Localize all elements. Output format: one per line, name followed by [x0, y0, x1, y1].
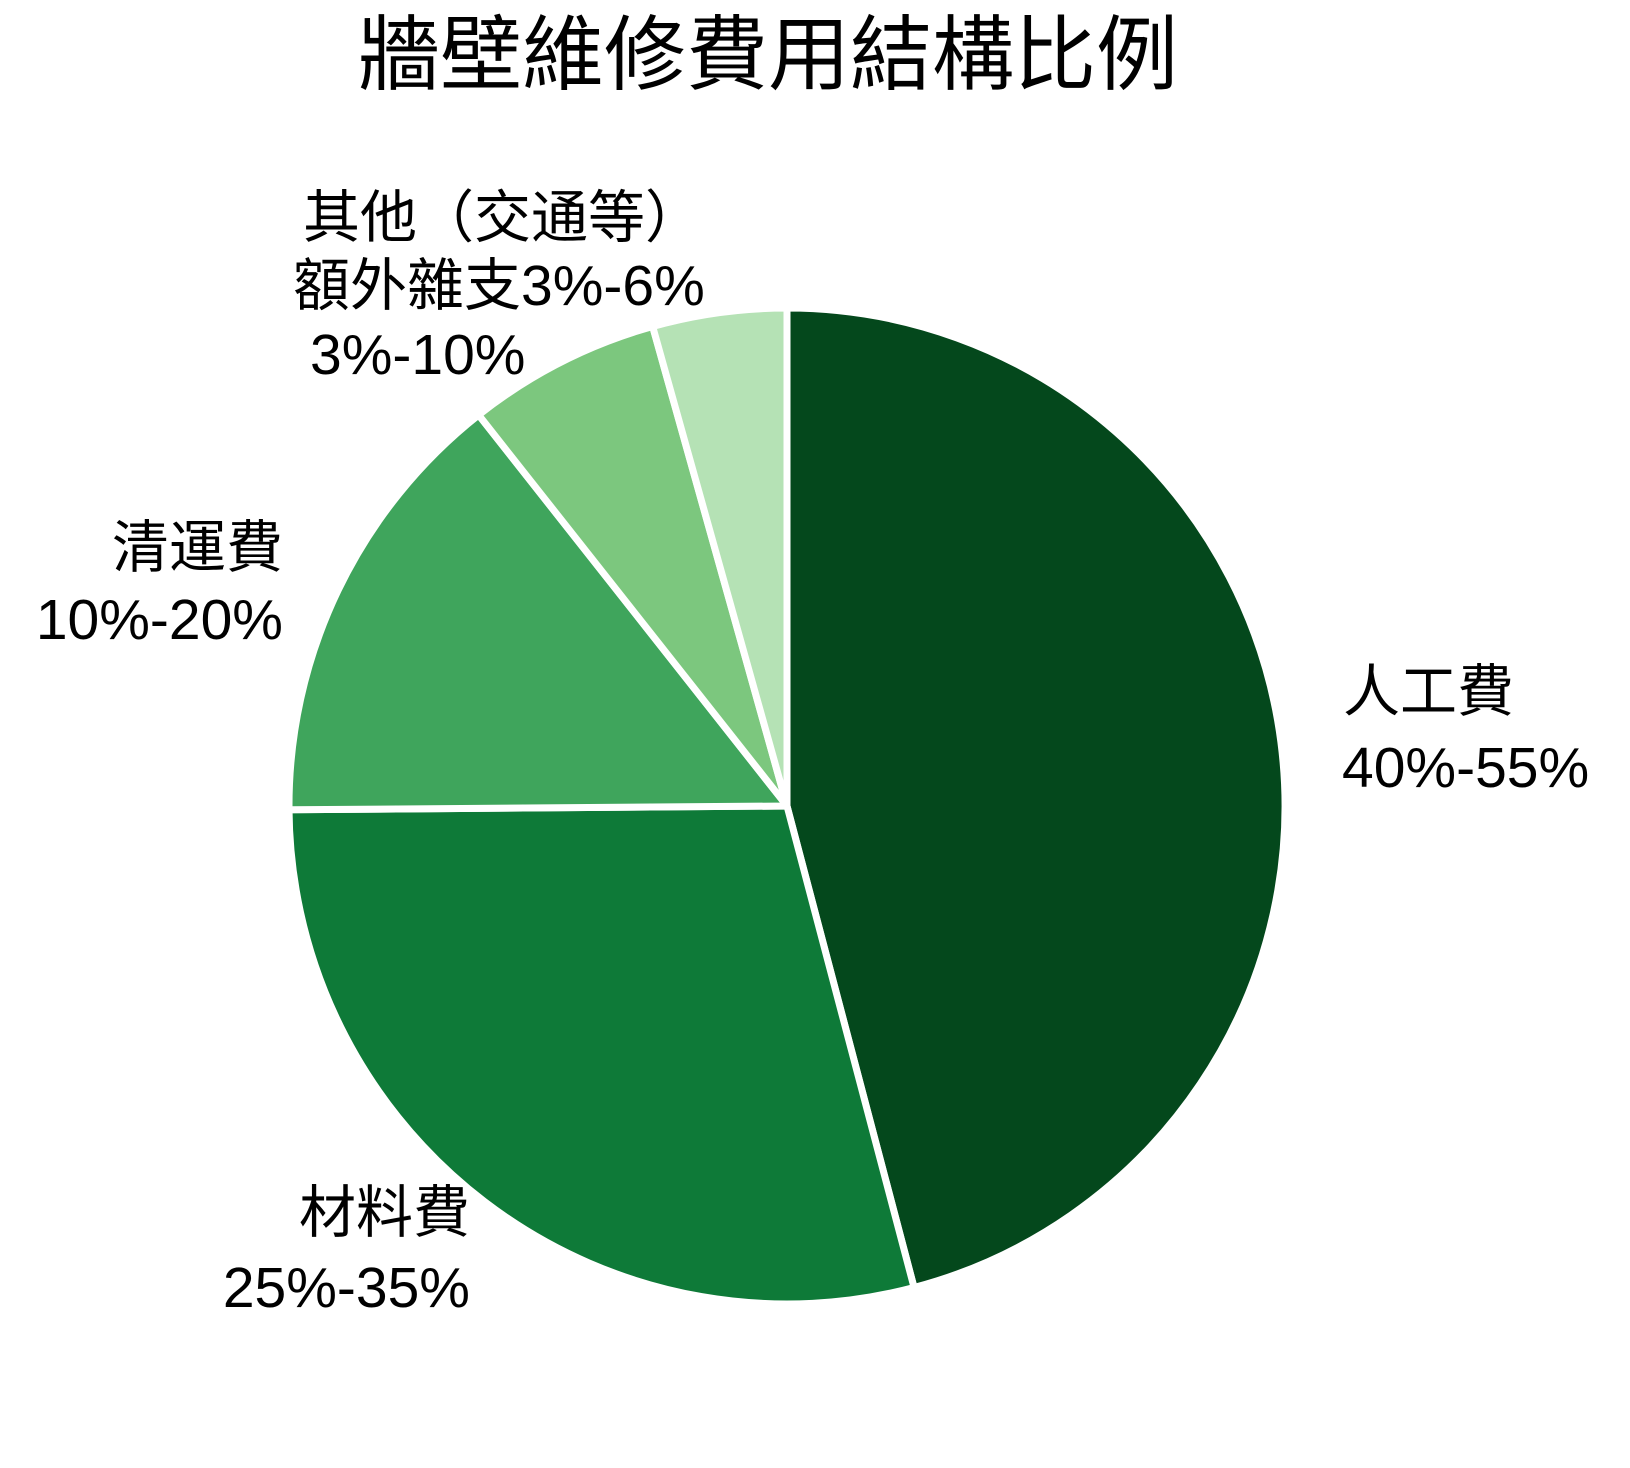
label-misc-name-range: 額外雜支3%-6%: [293, 254, 705, 318]
label-hauling-range: 10%-20%: [35, 588, 283, 652]
pie-slice-hauling: [285, 411, 791, 814]
label-hauling-name: 清運費: [112, 516, 283, 580]
chart-title: 牆壁維修費用結構比例: [357, 10, 1179, 101]
pie-slice-misc: [649, 304, 791, 810]
label-material-range: 25%-35%: [222, 1256, 470, 1320]
pie-slice-other: [475, 322, 791, 810]
label-other-range: 3%-10%: [310, 323, 526, 387]
label-other-name: 其他（交通等）: [303, 186, 702, 250]
label-material-name: 材料費: [299, 1181, 470, 1245]
pie-slice-material: [285, 802, 918, 1308]
label-labor-name: 人工費: [1343, 660, 1514, 724]
label-labor-range: 40%-55%: [1342, 736, 1590, 800]
pie-slice-labor: [783, 304, 1289, 1292]
